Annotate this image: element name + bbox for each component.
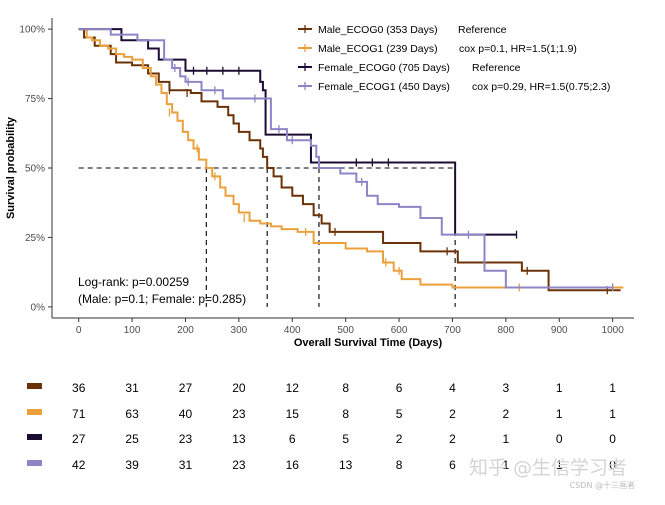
x-tick-label-5: 500 bbox=[337, 325, 354, 336]
risk-table-cell-0-6: 6 bbox=[396, 381, 403, 395]
risk-table-cell-3-10: 0 bbox=[609, 458, 616, 472]
risk-table-cell-1-8: 2 bbox=[503, 407, 510, 421]
survival-curve-2 bbox=[78, 28, 517, 236]
risk-table-cell-3-7: 6 bbox=[449, 458, 456, 472]
risk-table-cell-1-0: 71 bbox=[72, 407, 86, 421]
risk-table-cell-2-9: 0 bbox=[556, 432, 563, 446]
risk-table-cell-2-4: 6 bbox=[289, 432, 296, 446]
x-axis-label: Overall Survival Time (Days) bbox=[294, 337, 443, 349]
survival-curve-3 bbox=[78, 28, 613, 289]
risk-table-cell-1-6: 5 bbox=[396, 407, 403, 421]
y-tick-label-1: 25% bbox=[25, 233, 45, 244]
risk-table-swatch-1 bbox=[27, 409, 42, 415]
survival-curve-1 bbox=[78, 28, 624, 289]
risk-table-cell-3-4: 16 bbox=[286, 458, 300, 472]
risk-table-cell-1-9: 1 bbox=[556, 407, 563, 421]
x-tick-label-8: 800 bbox=[498, 325, 515, 336]
risk-table-cell-0-1: 31 bbox=[125, 381, 139, 395]
y-tick-label-2: 50% bbox=[25, 164, 45, 175]
x-tick-label-3: 300 bbox=[231, 325, 248, 336]
x-tick-label-1: 100 bbox=[124, 325, 141, 336]
risk-table-cell-3-9: 1 bbox=[556, 458, 563, 472]
x-tick-label-7: 700 bbox=[444, 325, 461, 336]
risk-table-cell-0-4: 12 bbox=[286, 381, 300, 395]
risk-table-cell-1-10: 1 bbox=[609, 407, 616, 421]
y-tick-label-4: 100% bbox=[19, 25, 45, 36]
risk-table-cell-2-7: 2 bbox=[449, 432, 456, 446]
risk-table-cell-2-2: 23 bbox=[179, 432, 193, 446]
risk-table-cell-1-4: 15 bbox=[286, 407, 300, 421]
risk-table-cell-2-10: 0 bbox=[609, 432, 616, 446]
risk-table-cell-0-3: 20 bbox=[232, 381, 246, 395]
risk-table-cell-2-0: 27 bbox=[72, 432, 86, 446]
logrank-annotation: Log-rank: p=0.00259 bbox=[78, 275, 189, 289]
subgroup-pvalues-annotation: (Male: p=0.1; Female: p=0.285) bbox=[78, 292, 246, 306]
risk-table-cell-1-1: 63 bbox=[125, 407, 139, 421]
legend-note-0: Reference bbox=[458, 24, 507, 36]
risk-table-cell-3-0: 42 bbox=[72, 458, 86, 472]
risk-table-cell-1-3: 23 bbox=[232, 407, 246, 421]
x-tick-label-9: 900 bbox=[551, 325, 568, 336]
legend-label-2: Female_ECOG0 (705 Days) bbox=[318, 62, 450, 74]
risk-table-cell-3-6: 8 bbox=[396, 458, 403, 472]
risk-table-cell-3-2: 31 bbox=[179, 458, 193, 472]
x-tick-label-4: 400 bbox=[284, 325, 301, 336]
legend-note-2: Reference bbox=[472, 62, 521, 74]
legend-label-1: Male_ECOG1 (239 Days) bbox=[318, 43, 438, 55]
x-tick-label-6: 600 bbox=[391, 325, 408, 336]
risk-table-cell-0-9: 1 bbox=[556, 381, 563, 395]
legend-note-3: cox p=0.29, HR=1.5(0.75;2.3) bbox=[472, 81, 610, 93]
risk-table-cell-0-5: 8 bbox=[342, 381, 349, 395]
x-tick-label-2: 200 bbox=[177, 325, 194, 336]
risk-table-cell-3-3: 23 bbox=[232, 458, 246, 472]
risk-table-cell-0-8: 3 bbox=[503, 381, 510, 395]
risk-table-cell-1-2: 40 bbox=[179, 407, 193, 421]
legend-label-0: Male_ECOG0 (353 Days) bbox=[318, 24, 438, 36]
risk-table-swatch-2 bbox=[27, 434, 42, 440]
watermark-small-text: CSDN @十三画者 bbox=[569, 481, 635, 490]
risk-table-swatch-3 bbox=[27, 460, 42, 466]
risk-table-cell-2-8: 1 bbox=[503, 432, 510, 446]
risk-table-cell-2-6: 2 bbox=[396, 432, 403, 446]
survival-curve-0 bbox=[78, 28, 621, 292]
risk-table-swatch-0 bbox=[27, 383, 42, 389]
risk-table-cell-0-2: 27 bbox=[179, 381, 193, 395]
y-tick-label-3: 75% bbox=[25, 94, 45, 105]
risk-table-cell-2-1: 25 bbox=[125, 432, 139, 446]
y-tick-label-0: 0% bbox=[31, 302, 46, 313]
x-tick-label-10: 1000 bbox=[602, 325, 625, 336]
risk-table-cell-0-7: 4 bbox=[449, 381, 456, 395]
legend-note-1: cox p=0.1, HR=1.5(1;1.9) bbox=[459, 43, 577, 55]
x-tick-label-0: 0 bbox=[76, 325, 82, 336]
risk-table-cell-3-1: 39 bbox=[125, 458, 139, 472]
risk-table-cell-1-5: 8 bbox=[342, 407, 349, 421]
y-axis-label: Survival probability bbox=[5, 116, 17, 219]
risk-table-cell-0-10: 1 bbox=[609, 381, 616, 395]
risk-table-cell-1-7: 2 bbox=[449, 407, 456, 421]
risk-table-cell-0-0: 36 bbox=[72, 381, 86, 395]
legend-label-3: Female_ECOG1 (450 Days) bbox=[318, 81, 450, 93]
risk-table-cell-2-3: 13 bbox=[232, 432, 246, 446]
risk-table-cell-3-5: 13 bbox=[339, 458, 353, 472]
risk-table-cell-2-5: 5 bbox=[342, 432, 349, 446]
risk-table-cell-3-8: 1 bbox=[503, 458, 510, 472]
watermark-text: 知乎 @生信学习者 bbox=[468, 457, 627, 479]
